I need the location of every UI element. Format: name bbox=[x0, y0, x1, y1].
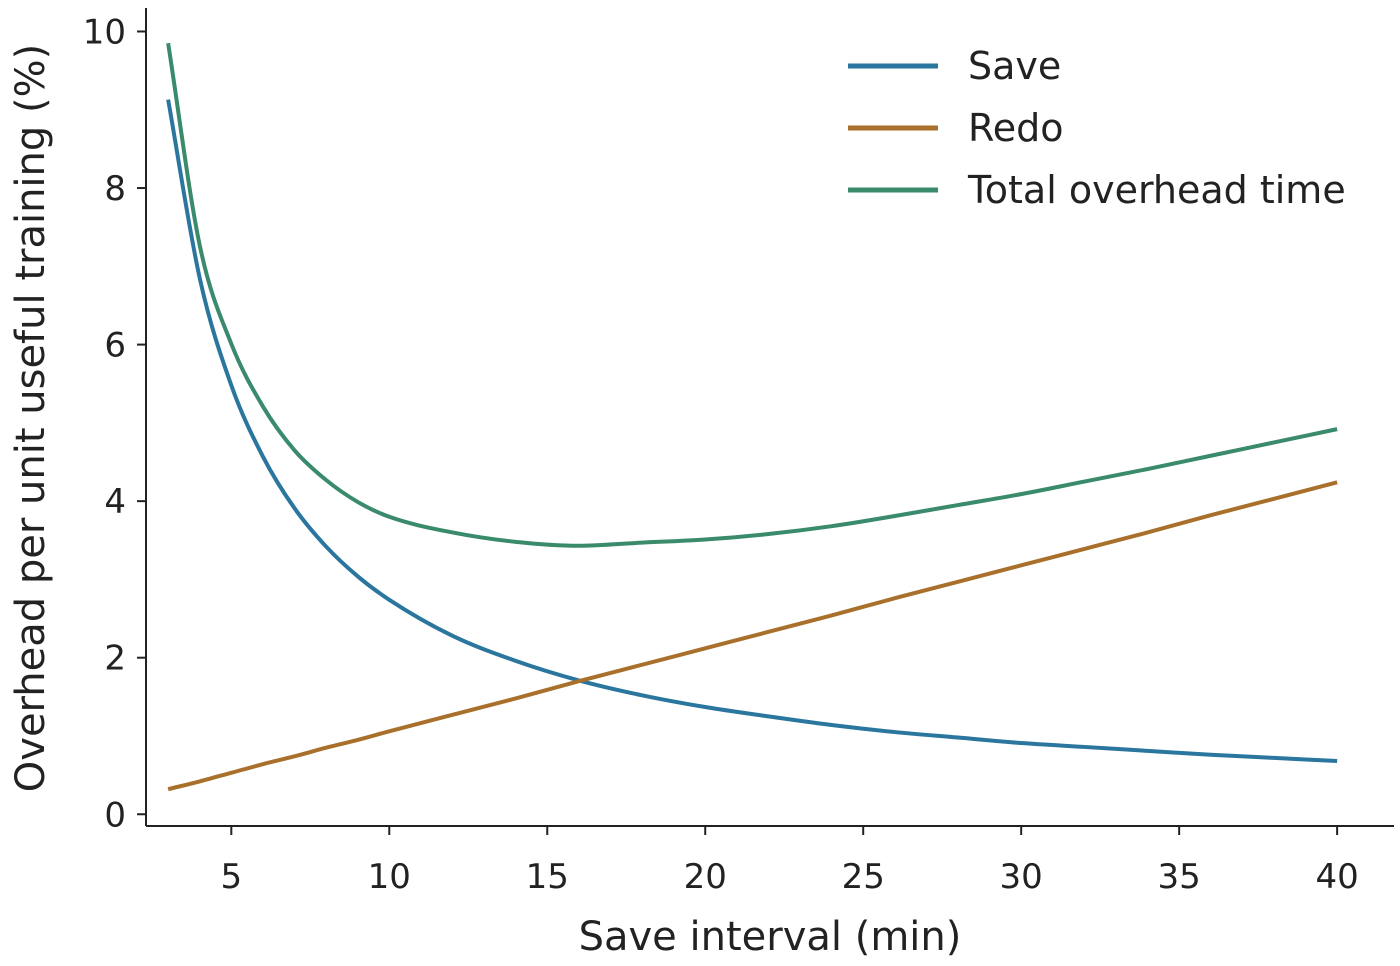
x-tick-label: 40 bbox=[1315, 857, 1358, 897]
x-tick-label: 35 bbox=[1158, 857, 1201, 897]
legend-label: Total overhead time bbox=[967, 168, 1346, 212]
series-line-total-overhead-time bbox=[166, 42, 1338, 548]
x-tick-label: 20 bbox=[684, 857, 727, 897]
x-tick-label: 5 bbox=[220, 857, 242, 897]
y-tick-label: 0 bbox=[104, 795, 126, 835]
x-tick-label: 15 bbox=[526, 857, 569, 897]
plot-lines bbox=[166, 42, 1338, 792]
legend: Save Redo Total overhead time bbox=[848, 44, 1346, 212]
y-tick-label: 4 bbox=[104, 482, 126, 522]
y-axis-title: Overhead per unit useful training (%) bbox=[8, 44, 54, 792]
y-ticks: 0 2 4 6 8 10 bbox=[83, 12, 146, 835]
series-line-redo bbox=[167, 480, 1338, 792]
x-tick-label: 30 bbox=[1000, 857, 1043, 897]
y-tick-label: 10 bbox=[83, 12, 126, 52]
x-tick-label: 10 bbox=[368, 857, 411, 897]
x-tick-label: 25 bbox=[842, 857, 885, 897]
y-tick-label: 2 bbox=[104, 639, 126, 679]
x-axis-title: Save interval (min) bbox=[579, 914, 962, 960]
series-line-save bbox=[166, 99, 1338, 764]
x-ticks: 5 10 15 20 25 30 35 40 bbox=[220, 826, 1359, 897]
legend-label: Redo bbox=[968, 106, 1063, 150]
y-tick-label: 8 bbox=[104, 169, 126, 209]
y-tick-label: 6 bbox=[104, 326, 126, 366]
legend-label: Save bbox=[968, 44, 1061, 88]
